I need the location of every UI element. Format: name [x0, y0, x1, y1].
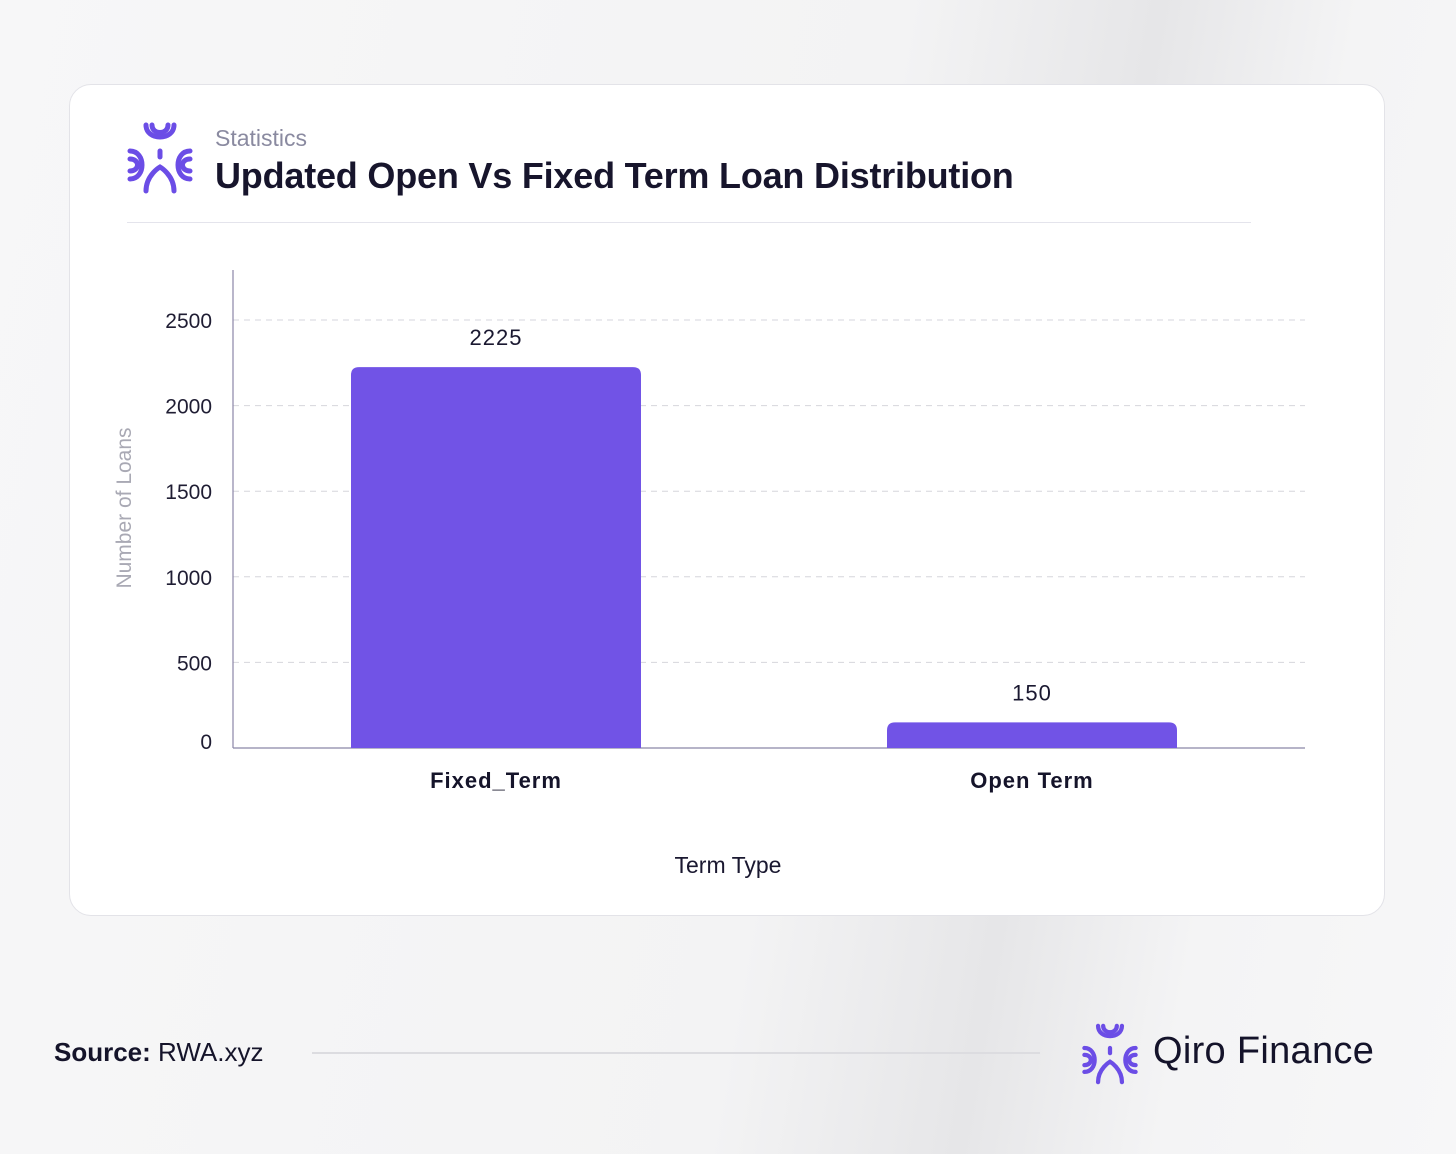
y-axis-title: Number of Loans	[113, 427, 136, 588]
source-value: RWA.xyz	[158, 1037, 264, 1067]
chart-card: Statistics Updated Open Vs Fixed Term Lo…	[69, 84, 1385, 916]
header-divider	[127, 222, 1251, 223]
qiro-logo-icon	[127, 122, 193, 194]
y-tick-label: 2500	[165, 310, 212, 333]
bar	[351, 367, 641, 748]
brand-name: Qiro Finance	[1153, 1030, 1375, 1072]
footer-divider	[312, 1052, 1040, 1054]
source-note: Source: RWA.xyz	[54, 1037, 264, 1068]
bar-chart: 0 500 1000 1500 2000 2500 2225 Fixed_Term 150 Ope…	[113, 270, 1305, 878]
y-tick-label: 1500	[165, 481, 212, 504]
bar	[887, 722, 1177, 748]
x-tick-label: Open Term	[970, 768, 1094, 793]
y-tick-label: 2000	[165, 396, 212, 419]
y-tick-label: 1000	[165, 567, 212, 590]
data-label: 150	[1012, 680, 1052, 705]
x-tick-label: Fixed_Term	[430, 768, 562, 793]
y-tick-label: 0	[200, 731, 212, 754]
header-kicker: Statistics	[215, 125, 308, 151]
x-axis-title: Term Type	[675, 852, 782, 878]
source-label: Source:	[54, 1037, 151, 1067]
y-tick-label: 500	[177, 652, 212, 675]
chart-title: Updated Open Vs Fixed Term Loan Distribu…	[215, 155, 1014, 196]
data-label: 2225	[470, 325, 523, 350]
brand-logo-icon	[1082, 1023, 1138, 1085]
